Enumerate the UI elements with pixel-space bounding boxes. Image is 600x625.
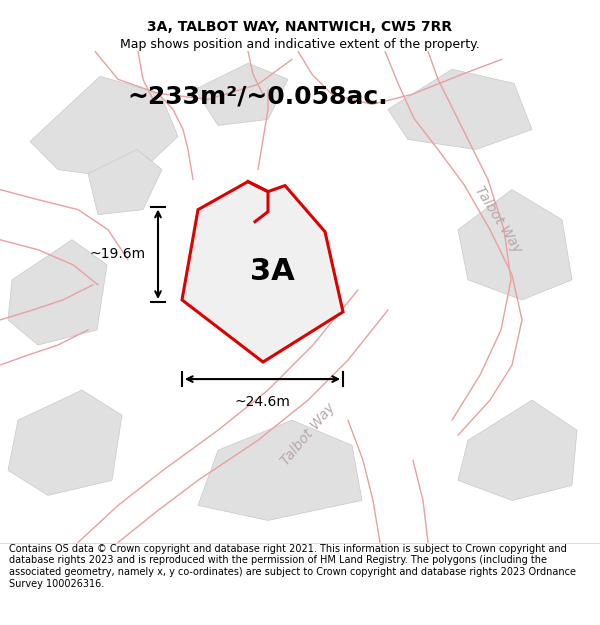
Polygon shape [195,63,288,126]
Text: ~19.6m: ~19.6m [90,248,146,261]
Polygon shape [458,189,572,300]
Polygon shape [388,69,532,149]
Text: 3A: 3A [250,258,295,286]
Polygon shape [198,420,362,521]
Polygon shape [8,390,122,496]
Polygon shape [8,240,107,345]
Polygon shape [458,400,577,501]
Text: Contains OS data © Crown copyright and database right 2021. This information is : Contains OS data © Crown copyright and d… [9,544,576,589]
Polygon shape [88,149,162,214]
Text: 3A, TALBOT WAY, NANTWICH, CW5 7RR: 3A, TALBOT WAY, NANTWICH, CW5 7RR [148,20,452,34]
Text: Map shows position and indicative extent of the property.: Map shows position and indicative extent… [120,38,480,51]
Text: Talbot Way: Talbot Way [278,401,338,468]
Text: Talbot Way: Talbot Way [472,184,524,256]
Text: ~233m²/~0.058ac.: ~233m²/~0.058ac. [128,84,388,108]
Polygon shape [30,76,178,179]
Polygon shape [182,182,343,362]
Text: ~24.6m: ~24.6m [235,395,290,409]
